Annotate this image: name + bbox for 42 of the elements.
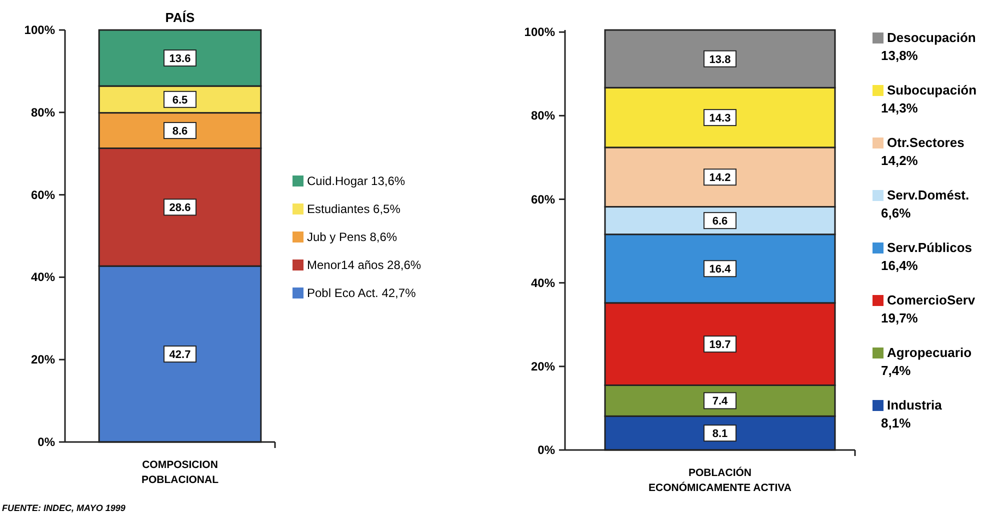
y-tick-label: 20% (30, 352, 56, 367)
data-label: 16.4 (709, 264, 732, 276)
y-tick-label: 60% (30, 188, 56, 202)
text: ComercioServ 19,7% (881, 292, 976, 326)
y-tick-label: 0% (38, 435, 56, 449)
text: Pobl Eco Act. 42,7% (307, 286, 416, 300)
data-label: 14.2 (709, 172, 731, 184)
legend-label: Estudiantes 6,5% (307, 202, 401, 216)
data-label: 8.1 (712, 428, 728, 440)
legend-label: Serv.Domést. 6,6% (881, 188, 970, 220)
x-tick-label: COMPOSICION POBLACIONAL (142, 459, 220, 486)
source-note: FUENTE: INDEC, MAYO 1999 (2, 503, 126, 513)
x-tick-label: POBLACIÓN ECONÓMICAMENTE ACTIVA (648, 466, 792, 494)
y-tick-label: 20% (530, 359, 556, 374)
legend-label: Cuid.Hogar 13,6% (307, 174, 406, 188)
legend-label: Menor14 años 28,6% (307, 258, 422, 272)
y-tick-label: 0% (538, 443, 556, 457)
y-tick-label: 40% (530, 276, 556, 290)
data-label: 6.6 (712, 216, 728, 228)
data-label: 8.6 (172, 126, 188, 138)
y-tick-label: 80% (30, 105, 56, 120)
legend-label: Serv.Públicos 16,4% (881, 240, 972, 273)
data-label: 14.3 (709, 112, 731, 125)
y-tick-label: 100% (524, 25, 556, 40)
y-tick-label: 60% (530, 192, 556, 206)
legend-label: Desocupación 13,8% (881, 30, 976, 63)
legend-label: Otr.Sectores 14,2% (881, 135, 964, 168)
y-tick-label: 80% (530, 108, 556, 123)
data-label: 42.7 (169, 349, 191, 362)
data-label: 28.6 (169, 202, 191, 214)
data-label: 7.4 (712, 396, 729, 408)
legend-label: Agropecuario 7,4% (881, 345, 972, 378)
data-label: 6.5 (172, 94, 188, 106)
legend-label: Industria 8,1% (881, 398, 943, 430)
chart-title: PAÍS (165, 10, 196, 25)
data-label: 19.7 (709, 339, 731, 352)
y-tick-label: 100% (24, 23, 56, 37)
legend-label: Subocupación 14,3% (881, 82, 977, 116)
legend-label: Jub y Pens 8,6% (307, 230, 398, 244)
y-tick-label: 40% (30, 270, 56, 284)
data-label: 13.8 (709, 54, 731, 66)
data-label: 13.6 (169, 53, 191, 66)
